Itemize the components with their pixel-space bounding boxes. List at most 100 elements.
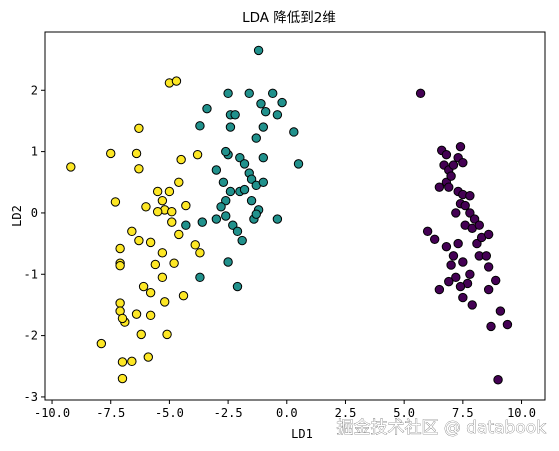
scatter-point-class-1 [246, 195, 257, 206]
x-axis-label: LD1 [291, 427, 313, 441]
scatter-point-class-2 [181, 200, 191, 211]
scatter-point-class-0 [422, 226, 433, 237]
scatter-point-class-1 [267, 88, 278, 99]
scatter-point-class-1 [258, 153, 269, 163]
scatter-point-class-1 [272, 214, 283, 224]
scatter-point-class-0 [483, 284, 494, 295]
scatter-point-class-1 [195, 272, 205, 283]
y-tick-label: 2 [31, 83, 38, 97]
scatter-point-class-1 [225, 122, 236, 132]
scatter-point-class-1 [289, 127, 299, 137]
scatter-point-class-1 [251, 209, 261, 219]
scatter-point-class-2 [157, 272, 168, 283]
scatter-point-class-2 [145, 287, 156, 298]
scatter-point-class-0 [458, 157, 468, 168]
scatter-point-class-1 [195, 121, 205, 131]
scatter-point-class-1 [181, 220, 191, 230]
scatter-point-class-2 [145, 310, 156, 321]
x-tick-label: 0.0 [276, 406, 298, 420]
scatter-point-class-2 [138, 281, 149, 292]
scatter-point-class-1 [237, 235, 247, 246]
scatter-point-class-2 [66, 162, 76, 172]
scatter-point-class-1 [293, 159, 304, 169]
scatter-point-class-2 [157, 195, 168, 206]
scatter-point-class-0 [458, 257, 468, 267]
scatter-point-class-1 [232, 281, 243, 292]
scatter-point-class-0 [446, 171, 456, 181]
y-tick-label: 1 [31, 145, 38, 159]
scatter-point-class-0 [493, 375, 503, 385]
scatter-point-class-0 [483, 229, 494, 240]
scatter-point-class-0 [441, 149, 452, 160]
x-tick-label: 5.0 [393, 406, 415, 420]
scatter-point-class-0 [415, 88, 426, 99]
y-tick-label: -1 [24, 267, 38, 281]
points-layer [66, 45, 513, 385]
scatter-point-class-0 [448, 251, 459, 261]
scatter-point-class-2 [178, 291, 189, 301]
scatter-point-class-2 [127, 226, 137, 237]
plot-frame [44, 31, 546, 401]
scatter-point-class-2 [152, 207, 163, 217]
x-tick-label: -7.5 [96, 406, 125, 420]
scatter-point-class-0 [458, 292, 468, 303]
scatter-point-class-2 [167, 207, 177, 217]
scatter-point-class-0 [453, 238, 463, 249]
scatter-point-class-2 [169, 258, 179, 268]
scatter-point-class-2 [115, 298, 125, 308]
scatter-point-class-2 [145, 237, 156, 248]
scatter-point-class-0 [434, 284, 445, 295]
x-tick-label: 10.0 [507, 406, 536, 420]
scatter-point-class-1 [221, 211, 231, 221]
scatter-point-class-1 [223, 257, 233, 267]
x-axis-ticks: -10.0 -7.5 -5.0 -2.5 0.0 2.5 5.0 7.5 10.0 [34, 400, 536, 420]
scatter-point-class-1 [225, 186, 236, 197]
scatter-point-class-2 [141, 202, 151, 212]
y-tick-label: -3 [24, 390, 38, 404]
scatter-point-class-2 [131, 309, 142, 319]
scatter-point-class-1 [230, 110, 240, 120]
scatter-point-class-1 [258, 122, 269, 132]
scatter-point-class-1 [211, 165, 222, 175]
scatter-point-class-1 [221, 146, 231, 157]
scatter-point-class-1 [228, 220, 238, 230]
y-tick-label: -2 [24, 329, 38, 343]
scatter-point-class-2 [110, 197, 121, 207]
scatter-point-class-1 [258, 177, 269, 187]
scatter-point-class-1 [216, 202, 226, 212]
scatter-point-class-0 [495, 306, 506, 316]
watermark: 掘金技术社区 @ databook [336, 418, 546, 438]
y-axis-label: LD2 [10, 205, 24, 227]
y-axis-ticks: -3 -2 -1 0 1 2 [24, 83, 45, 404]
scatter-point-class-2 [106, 148, 116, 159]
scatter-point-class-2 [134, 235, 144, 246]
scatter-point-class-1 [244, 88, 254, 99]
scatter-point-class-0 [446, 260, 456, 270]
scatter-point-class-0 [481, 251, 492, 261]
scatter-point-class-0 [474, 220, 484, 230]
scatter-point-class-1 [251, 133, 261, 143]
scatter-point-class-2 [117, 357, 128, 367]
scatter-point-class-1 [272, 110, 283, 120]
scatter-point-class-1 [235, 153, 245, 163]
scatter-point-class-2 [143, 352, 153, 362]
scatter-point-class-2 [117, 313, 128, 324]
scatter-point-class-2 [190, 240, 200, 250]
scatter-point-class-1 [256, 99, 266, 109]
chart-title: LDA 降低到2维 [242, 10, 336, 26]
scatter-point-class-1 [239, 159, 250, 169]
scatter-point-class-0 [448, 160, 459, 170]
scatter-point-class-0 [451, 208, 461, 218]
scatter-point-class-0 [486, 321, 496, 332]
scatter-point-class-2 [117, 373, 128, 384]
scatter-point-class-1 [253, 45, 264, 56]
scatter-point-class-2 [192, 149, 203, 160]
x-tick-label: -5.0 [155, 406, 184, 420]
scatter-point-class-1 [211, 214, 222, 224]
scatter-point-class-0 [469, 214, 480, 224]
scatter-point-class-2 [152, 186, 163, 197]
scatter-point-class-1 [239, 184, 250, 195]
scatter-point-class-2 [115, 243, 125, 254]
y-tick-label: 0 [31, 206, 38, 220]
